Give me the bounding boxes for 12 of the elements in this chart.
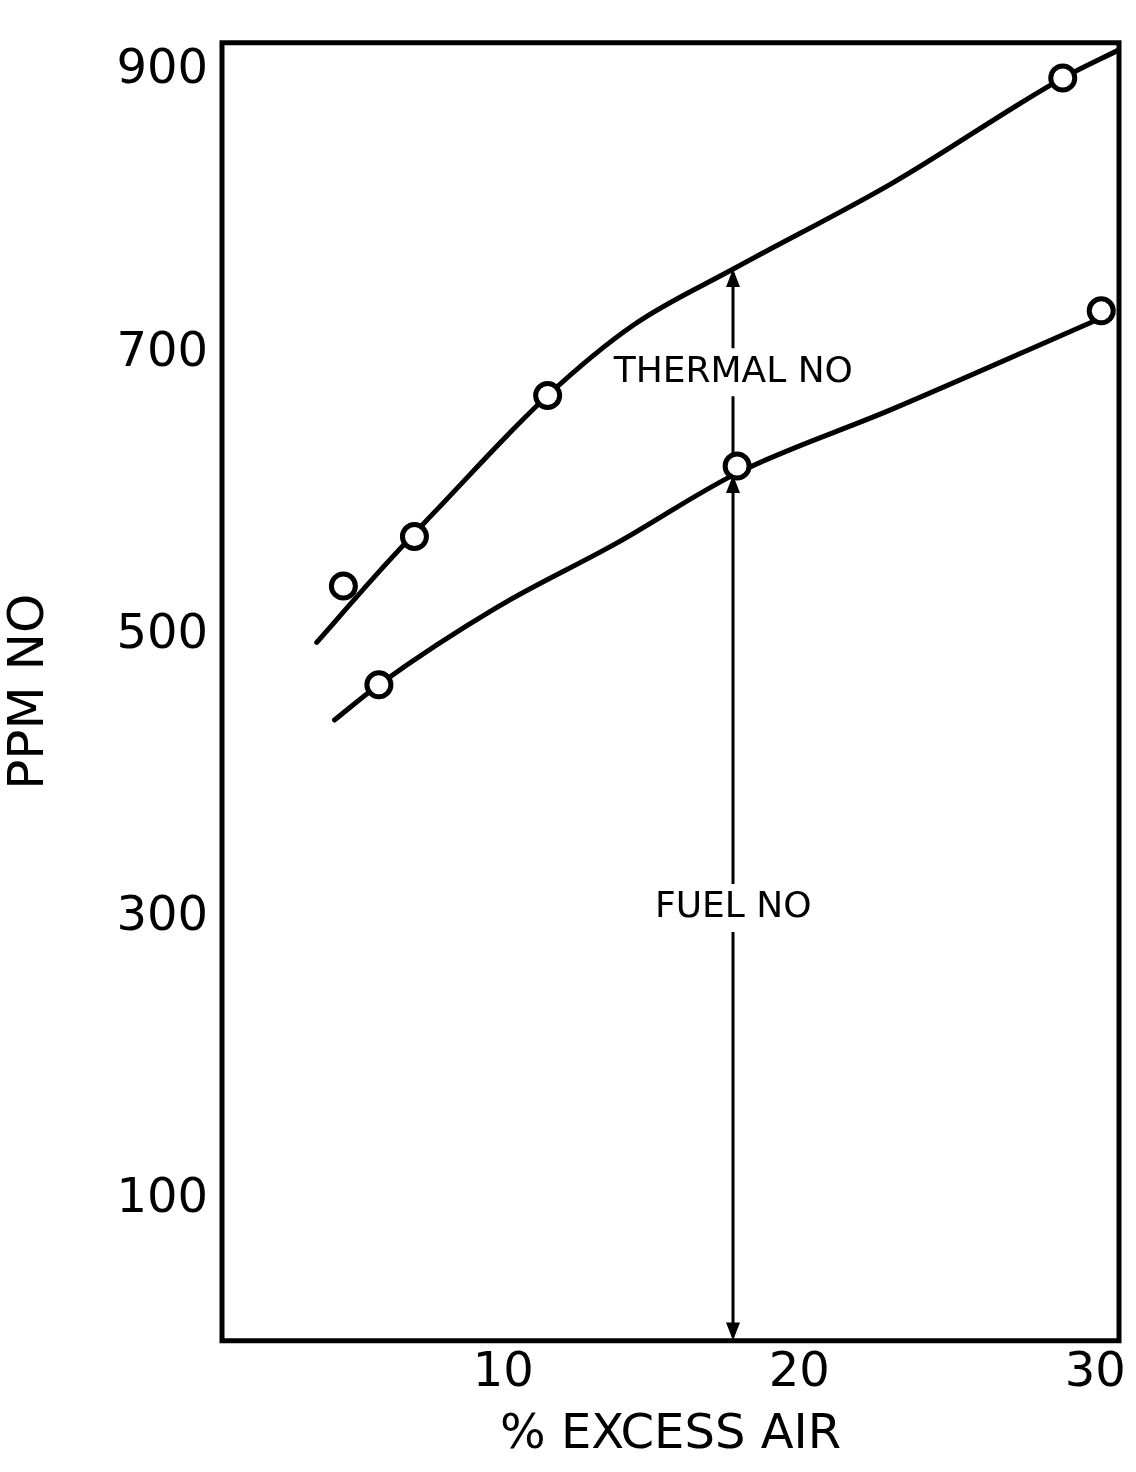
- x-tick-label: 30: [1064, 1341, 1126, 1398]
- x-tick-label: 20: [768, 1341, 830, 1398]
- y-tick-label: 700: [116, 320, 208, 377]
- annotation: THERMAL NO: [612, 348, 853, 390]
- y-tick-label: 100: [116, 1167, 208, 1224]
- y-tick-label: 500: [116, 602, 208, 659]
- x-tick-label: 10: [472, 1341, 534, 1398]
- y-tick-label: 900: [116, 38, 208, 95]
- y-tick-label: 300: [116, 885, 208, 942]
- x-axis-title: % EXCESS AIR: [500, 1402, 841, 1459]
- annotation: FUEL NO: [655, 884, 812, 926]
- y-axis-title: PPM NO: [0, 593, 55, 790]
